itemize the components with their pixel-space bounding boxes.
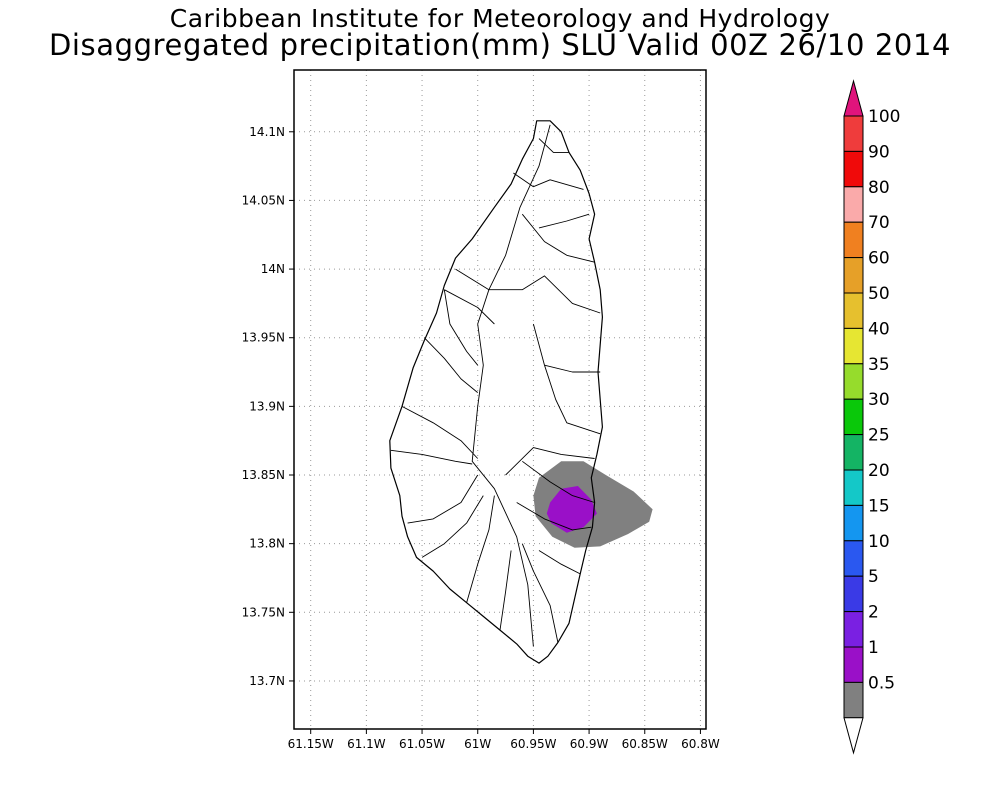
colorbar-top-arrow [843,79,864,117]
colorbar-label: 25 [868,426,890,446]
colorbar-label: 90 [868,142,890,162]
chart-title-line-1: Caribbean Institute for Meteorology and … [169,4,831,33]
colorbar-segment [843,186,864,223]
watershed-boundary [544,364,601,373]
y-tick-label: 13.8N [249,537,285,551]
colorbar-segment [843,646,864,683]
colorbar-segment [843,681,864,719]
x-axis-ticks: 61.15W 61.1W 61.05W 61W 60.95W 60.9W 60.85W 60.… [288,729,720,751]
colorbar-label: 60 [868,249,890,269]
colorbar-segment [843,504,864,542]
colorbar-label: 10 [868,532,890,552]
y-tick-label: 13.7N [249,674,285,688]
colorbar-bottom-arrow [843,717,864,755]
colorbar-label: 20 [868,461,890,481]
y-tick-label: 13.9N [249,399,285,413]
colorbar-segment [843,257,864,294]
colorbar-segment [843,327,864,365]
watershed-boundary [521,543,559,643]
colorbar-segment [843,292,864,329]
colorbar-label: 2 [868,603,879,623]
watershed-boundary [390,449,473,465]
watershed-boundary [522,460,595,503]
map-frame [293,69,707,730]
watershed-boundary [538,213,590,229]
y-tick-label: 13.95N [242,331,285,345]
island-layer [389,120,604,664]
x-tick-label: 60.95W [510,737,556,751]
colorbar-label: 15 [868,496,890,516]
x-tick-label: 61.05W [399,737,445,751]
colorbar-label: 1 [868,638,879,658]
watershed-boundary [532,323,601,435]
colorbar-segment [843,434,864,471]
watershed-boundary [421,495,484,558]
x-tick-label: 61W [464,737,491,751]
colorbar-label: 70 [868,213,890,233]
chart-title-line-2: Disaggregated precipitation(mm) SLU Vali… [48,28,952,62]
colorbar-segment [843,115,864,152]
y-tick-label: 14N [261,262,285,276]
y-axis-ticks: 14.1N 14.05N 14N 13.95N 13.9N 13.85N 13.8N 13.7… [242,125,294,688]
colorbar-segment [843,398,864,436]
colorbar-label: 50 [868,284,890,304]
colorbar-label: 35 [868,355,890,375]
watershed-boundary [499,550,512,631]
colorbar-segment [843,611,864,648]
colorbar-segment [843,540,864,577]
watershed-boundary [538,550,581,575]
y-tick-label: 14.05N [242,193,285,207]
watershed-boundary [521,213,595,263]
watershed-boundary [401,406,479,459]
watershed-boundary [407,474,479,524]
colorbar-label: 30 [868,390,890,410]
colorbar-segment [843,150,864,188]
x-tick-label: 61.15W [288,737,334,751]
x-tick-label: 60.8W [681,737,720,751]
colorbar-label: 0.5 [868,673,895,693]
colorbar: 100 90 80 70 60 50 40 35 30 25 20 15 10 5 2 1 0.5 [843,79,900,755]
colorbar-label: 40 [868,319,890,339]
colorbar-label: 5 [868,567,879,587]
colorbar-segment [843,363,864,400]
watershed-boundary [443,289,479,366]
y-tick-label: 13.75N [242,605,285,619]
watershed-boundary [471,124,551,647]
watershed-boundary [444,289,495,325]
x-tick-label: 60.9W [570,737,609,751]
watershed-boundary [513,172,584,190]
plot-frame [293,69,707,730]
colorbar-label: 80 [868,178,890,198]
watershed-boundary [423,337,478,393]
x-tick-label: 61.1W [347,737,386,751]
colorbar-segment [843,469,864,506]
watershed-boundary [538,138,569,153]
colorbar-segment [843,221,864,259]
colorbar-label: 100 [868,107,900,127]
watershed-boundary [466,495,495,603]
watershed-boundary [516,502,592,531]
colorbar-segment [843,575,864,613]
x-tick-label: 60.85W [622,737,668,751]
precipitation-area [546,486,597,533]
watershed-boundary [455,268,601,314]
island-coastline [389,120,604,664]
watershed-boundary [505,447,595,476]
y-tick-label: 13.85N [242,468,285,482]
y-tick-label: 14.1N [249,125,285,139]
precipitation-layer [533,461,653,548]
